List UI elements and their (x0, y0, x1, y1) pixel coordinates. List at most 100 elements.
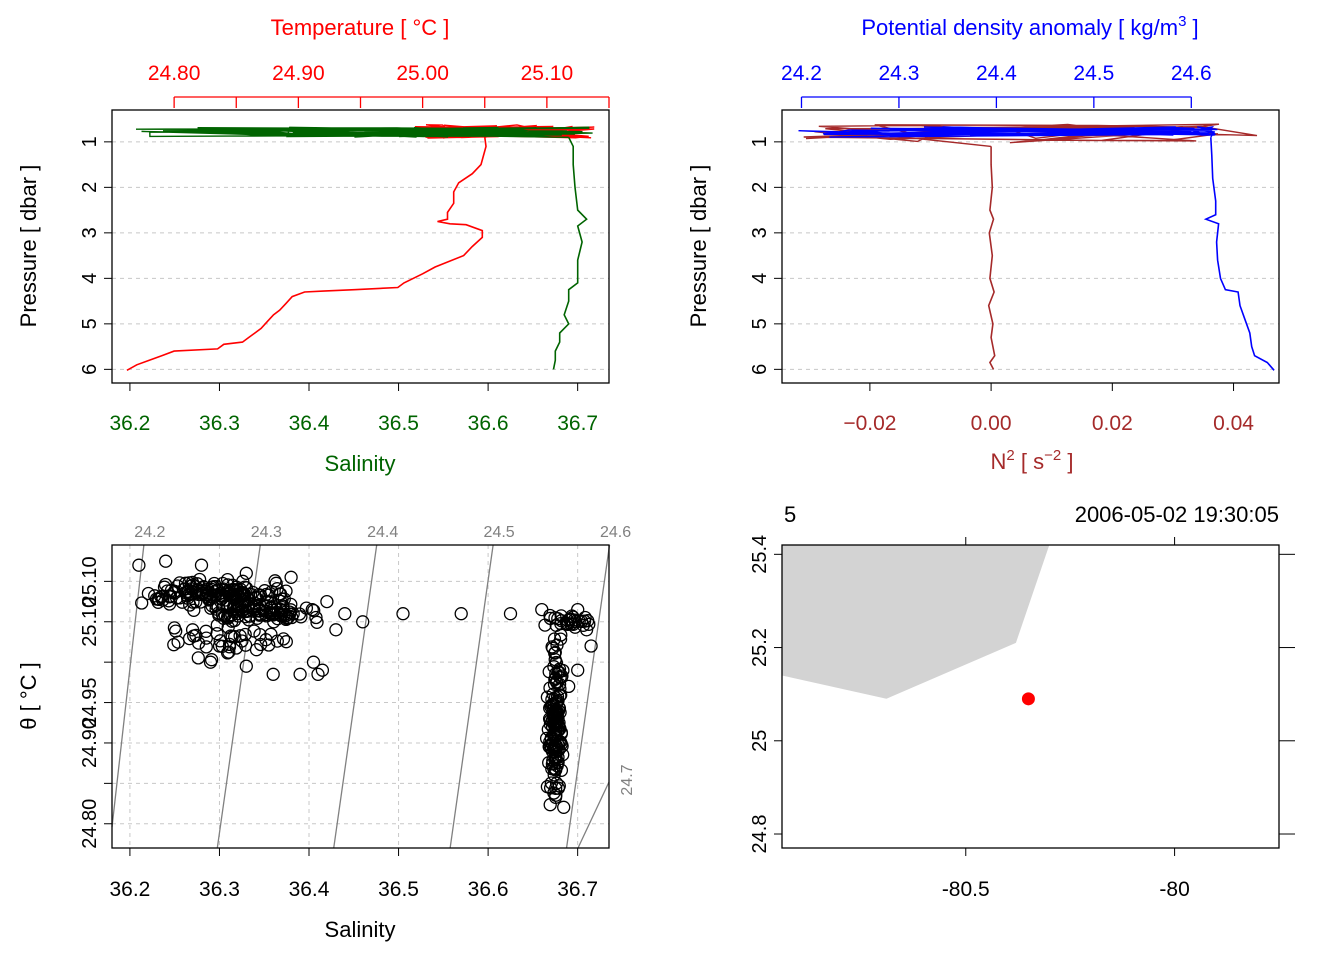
ts-point (547, 660, 561, 674)
ts-point (233, 598, 247, 613)
y-tick-label: 1 (79, 136, 101, 147)
density-tick-label: 24.4 (976, 62, 1017, 85)
ts-point (566, 617, 580, 631)
plot-frame (111, 109, 610, 384)
ts-point (149, 592, 164, 606)
isopycnal-label: 24.5 (484, 524, 515, 541)
ts-point (132, 558, 146, 572)
ts-point (549, 618, 563, 632)
ts-point (582, 617, 596, 631)
y-tick-label: 4 (749, 273, 771, 284)
ts-point (221, 620, 235, 634)
ts-point (222, 645, 236, 659)
ts-point (222, 637, 237, 652)
ts-point (176, 582, 191, 597)
ts-point (579, 623, 594, 637)
station-datetime: 2006-05-02 19:30:05 (1075, 502, 1279, 527)
lat-tick-label: 25.2 (749, 628, 771, 667)
n2-tick-label: 0.02 (1092, 412, 1133, 435)
ts-point (242, 613, 256, 627)
y-tick-label: 1 (749, 136, 771, 147)
ts-point (235, 634, 249, 648)
plot-frame (781, 544, 1280, 849)
ts-point (544, 776, 559, 790)
pressure-axis-title: Pressure [ dbar ] (16, 165, 41, 328)
ts-point (549, 788, 563, 802)
n2-tick-label: 0.00 (971, 412, 1012, 435)
ts-point (248, 590, 262, 605)
ts-point (186, 595, 200, 609)
lon-tick-label: -80.5 (942, 878, 990, 901)
n2-tick-label: 0.04 (1213, 412, 1254, 435)
land-polygon (782, 545, 1050, 699)
ts-point (571, 602, 585, 617)
ts-point (229, 580, 244, 594)
salinity-line (552, 136, 588, 370)
salinity-tick-label: 36.6 (468, 412, 509, 435)
ts-point (264, 601, 279, 615)
ts-point (185, 623, 200, 637)
y-tick-label: 24.95 (79, 678, 101, 728)
ts-point (548, 645, 562, 660)
salinity-tick-label: 36.3 (199, 412, 240, 435)
theta-axis-title: θ [ °C ] (16, 662, 41, 729)
ts-point (266, 667, 280, 681)
ts-point (223, 589, 237, 603)
ts-point (503, 607, 518, 621)
ts-point (292, 607, 307, 621)
y-tick-label: 6 (79, 364, 101, 375)
salinity-surface-noise (135, 126, 593, 138)
ts-point (548, 745, 563, 759)
lat-tick-label: 25 (749, 730, 771, 752)
salinity-series (135, 126, 593, 370)
ts-point (285, 610, 299, 625)
x-tick-label: 36.6 (468, 878, 509, 901)
ts-point (546, 728, 561, 742)
ts-point (247, 624, 261, 638)
density-tick-label: 24.2 (781, 62, 822, 85)
ts-point (306, 655, 321, 669)
ts-point (554, 763, 569, 777)
axes: 1 2 3 4 5 6 24.2 24.3 24.4 24.5 24.6 −0.02 0.00 0.02 0… (749, 62, 1254, 435)
pressure-gridlines (112, 141, 609, 370)
y-tick-label: 25.10 (79, 597, 101, 647)
ts-point (175, 595, 189, 609)
isopycnal-label: 24.4 (367, 524, 398, 541)
temperature-axis-title: Temperature [ °C ] (271, 15, 450, 40)
ts-point (551, 694, 565, 708)
ts-point (550, 759, 564, 773)
ts-point (309, 610, 323, 625)
isopycnal-line (449, 544, 494, 849)
ts-point (189, 580, 203, 594)
temperature-tick-label: 25.10 (521, 62, 574, 85)
isopycnal-lines: 24.2 24.3 24.4 24.5 24.6 24.7 (111, 524, 636, 849)
station-number: 5 (784, 502, 796, 527)
ts-point (539, 731, 554, 746)
ts-point (338, 607, 352, 621)
ts-point (167, 621, 182, 635)
ts-point (264, 627, 278, 641)
salinity-tick-label: 36.4 (289, 412, 330, 435)
ts-point (454, 607, 468, 621)
y-tick-label: 3 (79, 227, 101, 238)
n2-surface-noise (803, 123, 1258, 148)
ts-point (311, 667, 325, 681)
ts-point (211, 600, 225, 614)
n2-axis-title: N2 [ s−2 ] (991, 447, 1074, 474)
salinity-tick-label: 36.7 (557, 412, 598, 435)
ts-point (305, 602, 319, 617)
y-tick-label: 2 (749, 182, 771, 193)
ts-point (584, 639, 598, 653)
ts-point (396, 607, 410, 621)
axes: -80.5 -80 24.8 25 25.2 25.4 (749, 535, 1295, 901)
temperature-series (126, 124, 595, 371)
density-axis-title: Potential density anomaly [ kg/m3 ] (861, 13, 1198, 40)
ts-point (238, 627, 252, 642)
y-tick-label: 5 (79, 318, 101, 329)
y-tick-label: 5 (749, 318, 771, 329)
ts-point (547, 768, 561, 782)
density-tick-label: 24.5 (1073, 62, 1114, 85)
density-surface-noise (798, 125, 1218, 138)
station-map-panel: -80.5 -80 24.8 25 25.2 25.4 5 2006-05-02 19:3… (749, 502, 1295, 901)
